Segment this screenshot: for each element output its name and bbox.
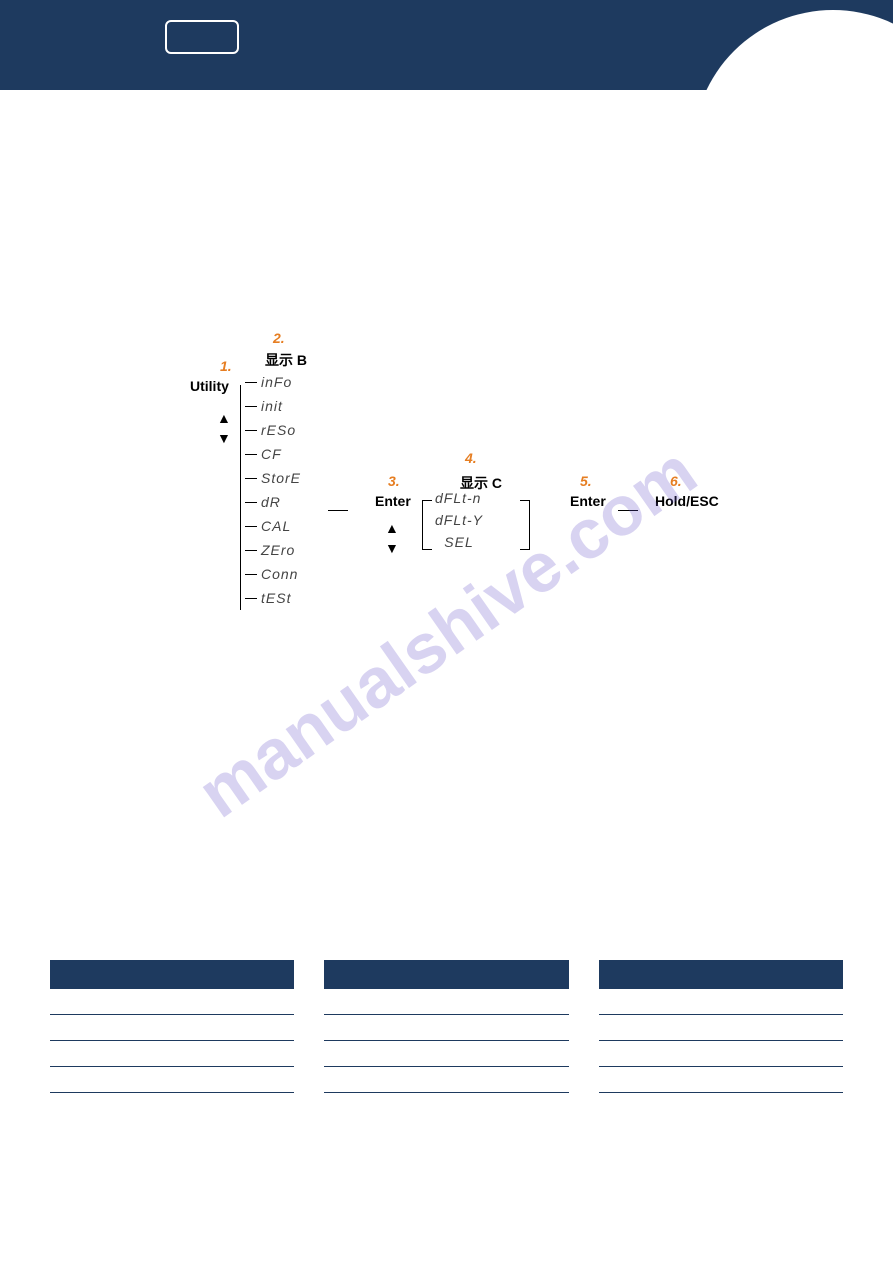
bracket-c-left <box>422 500 432 550</box>
connector-2 <box>615 502 641 520</box>
table-row <box>50 1014 294 1040</box>
table-header-row <box>50 960 294 988</box>
table-row <box>599 1040 843 1066</box>
step2-num: 2. <box>273 330 285 346</box>
col-c-item: dFLt-n <box>435 490 481 506</box>
step4-num: 4. <box>465 450 477 466</box>
arrow-up-1: ▲ <box>217 410 231 426</box>
table-header-row <box>324 960 568 988</box>
table-row <box>50 1040 294 1066</box>
table-row <box>599 988 843 1014</box>
col-b-item: inFo <box>261 374 292 390</box>
step1-num: 1. <box>220 358 232 374</box>
col-c-item: SEL <box>444 534 473 550</box>
step5-label: Enter <box>570 493 606 509</box>
table-row <box>50 1066 294 1092</box>
col-b-item: CAL <box>261 518 291 534</box>
table-row <box>599 1066 843 1092</box>
step2-label: 显示 B <box>265 352 307 368</box>
step4-label: 显示 C <box>460 475 502 491</box>
arrow-up-2: ▲ <box>385 520 399 536</box>
step5-num: 5. <box>580 473 592 489</box>
table-row <box>599 1014 843 1040</box>
col-b-item: StorE <box>261 470 301 486</box>
table-header-row <box>599 960 843 988</box>
step6-label: Hold/ESC <box>655 493 719 509</box>
col-b-item: CF <box>261 446 282 462</box>
col-b-item: dR <box>261 494 281 510</box>
menu-diagram: 1. Utility ▲ ▼ 2. 显示 B inFo init rESo CF… <box>160 330 843 650</box>
step1-label: Utility <box>190 378 229 394</box>
col-b-item: rESo <box>261 422 296 438</box>
step3-num: 3. <box>388 473 400 489</box>
step6-num: 6. <box>670 473 682 489</box>
arrow-down-2: ▼ <box>385 540 399 556</box>
col-c-item: dFLt-Y <box>435 512 483 528</box>
arrow-down-1: ▼ <box>217 430 231 446</box>
connector-1 <box>325 502 351 520</box>
table-3 <box>599 960 843 1093</box>
col-b: inFo init rESo CF StorE dR CAL ZEro Conn… <box>245 370 301 610</box>
col-b-item: tESt <box>261 590 291 606</box>
header-box <box>165 20 239 54</box>
table-row <box>324 1040 568 1066</box>
step3-label: Enter <box>375 493 411 509</box>
page-header <box>0 0 893 90</box>
col-b-item: Conn <box>261 566 298 582</box>
col-b-item: ZEro <box>261 542 295 558</box>
table-row <box>324 1014 568 1040</box>
table-row <box>50 988 294 1014</box>
col-b-item: init <box>261 398 283 414</box>
table-row <box>324 1066 568 1092</box>
table-2 <box>324 960 568 1093</box>
bracket-c-right <box>520 500 530 550</box>
table-row <box>324 988 568 1014</box>
tables-row <box>50 960 843 1093</box>
col-c: dFLt-n dFLt-Y SEL <box>435 490 483 556</box>
table-1 <box>50 960 294 1093</box>
